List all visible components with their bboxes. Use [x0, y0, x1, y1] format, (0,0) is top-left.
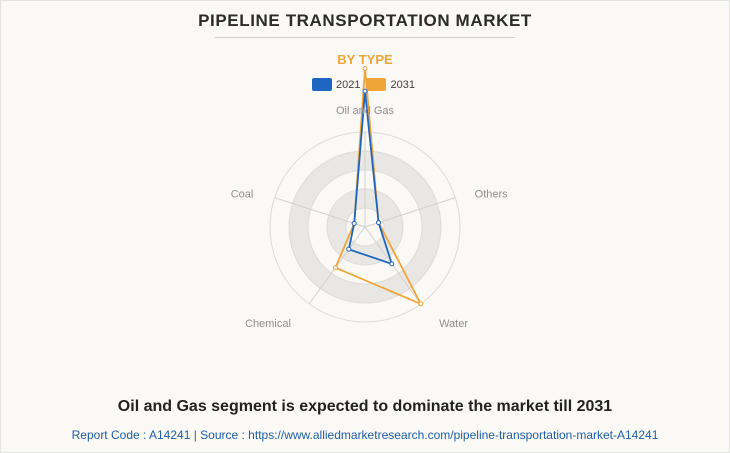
legend-item-2021[interactable]: 2021: [312, 78, 360, 91]
data-point-2021: [376, 220, 382, 226]
chart-headline: Oil and Gas segment is expected to domin…: [117, 398, 613, 415]
legend-swatch-2021: [312, 78, 332, 91]
data-point-2021: [362, 88, 368, 94]
source-footer[interactable]: Report Code : A14241 | Source : https://…: [71, 428, 659, 442]
data-point-2031: [362, 65, 368, 71]
axis-spoke: [274, 197, 366, 228]
category-label: Chemical: [245, 318, 291, 330]
data-point-2031: [332, 265, 338, 271]
data-point-2031: [418, 301, 424, 307]
category-label: Others: [475, 188, 509, 200]
chart-subtitle: BY TYPE: [337, 52, 393, 67]
data-point-2021: [351, 220, 357, 226]
legend-item-2031[interactable]: 2031: [366, 78, 415, 91]
category-label: Coal: [231, 188, 254, 200]
legend-label-2031: 2031: [390, 78, 415, 91]
legend-label-2021: 2021: [336, 78, 361, 91]
category-label: Oil and Gas: [336, 105, 395, 117]
category-label: Water: [439, 318, 468, 330]
legend-swatch-2031: [366, 78, 387, 91]
series-line-2021: [347, 91, 394, 266]
data-point-2021: [389, 261, 395, 267]
title-divider: [215, 37, 515, 38]
data-point-2021: [346, 246, 352, 252]
chart-title: PIPELINE TRANSPORTATION MARKET: [198, 11, 532, 30]
chart-legend: 2021 2031: [312, 78, 415, 91]
